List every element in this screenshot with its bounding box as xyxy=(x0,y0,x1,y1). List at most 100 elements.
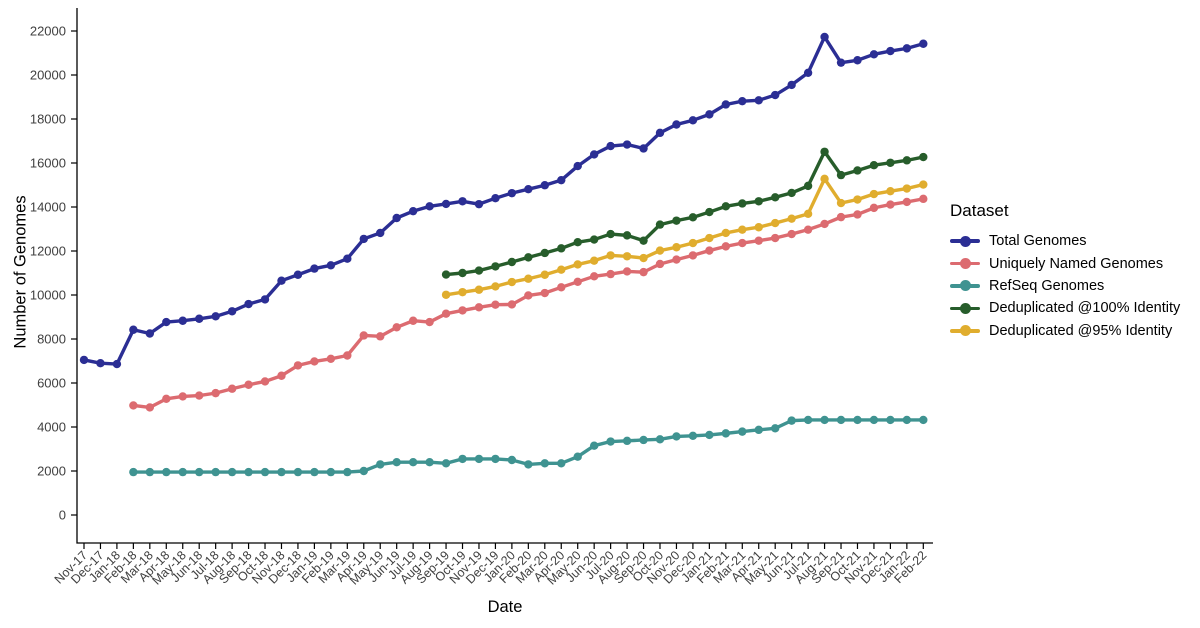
data-point xyxy=(474,454,484,464)
data-point xyxy=(145,467,155,477)
data-point xyxy=(589,150,599,159)
data-point xyxy=(557,459,566,468)
data-point xyxy=(244,467,253,477)
data-point xyxy=(688,213,698,222)
data-point xyxy=(820,174,829,184)
data-point xyxy=(639,267,648,277)
data-point xyxy=(211,388,220,398)
data-point xyxy=(672,216,681,225)
data-point xyxy=(655,128,665,138)
data-point xyxy=(606,437,615,446)
data-point xyxy=(227,467,237,477)
data-point xyxy=(260,377,270,386)
data-point xyxy=(869,203,879,213)
data-point xyxy=(589,256,599,265)
data-point xyxy=(705,233,714,243)
data-point xyxy=(392,323,401,332)
series-deduplicated-100-identity xyxy=(441,147,928,279)
data-point xyxy=(524,253,533,262)
x-axis: Nov-17Dec-17Jan-18Feb-18Mar-18Apr-18May-… xyxy=(52,543,929,588)
data-point xyxy=(820,415,829,425)
axis-lines xyxy=(76,8,933,544)
legend-item-uniquely-named-genomes: Uniquely Named Genomes xyxy=(950,252,1180,274)
data-point xyxy=(491,454,500,464)
data-point xyxy=(754,425,763,435)
legend-item-total-genomes: Total Genomes xyxy=(950,230,1180,252)
data-point xyxy=(836,58,846,67)
data-point xyxy=(886,200,895,209)
data-point xyxy=(343,254,352,263)
data-point xyxy=(408,316,418,325)
data-point xyxy=(524,274,533,283)
data-point xyxy=(507,455,517,465)
data-point xyxy=(392,213,401,223)
data-point xyxy=(853,166,862,175)
data-point xyxy=(853,195,862,204)
data-point xyxy=(672,120,681,129)
data-point xyxy=(655,259,665,269)
data-point xyxy=(721,228,731,238)
data-point xyxy=(408,206,418,216)
data-point xyxy=(162,394,171,404)
data-point xyxy=(441,459,451,468)
data-point xyxy=(886,186,895,196)
data-point xyxy=(721,242,731,251)
data-point xyxy=(524,291,533,300)
legend-key-dot xyxy=(959,280,971,292)
data-point xyxy=(162,317,171,327)
data-point xyxy=(853,415,862,425)
data-point xyxy=(787,80,796,90)
data-point xyxy=(606,269,615,279)
data-point xyxy=(227,384,237,393)
data-point xyxy=(688,238,698,248)
data-point xyxy=(408,458,418,467)
data-point xyxy=(902,415,912,425)
data-point xyxy=(557,175,566,185)
data-point xyxy=(869,161,879,170)
data-point xyxy=(836,415,846,425)
y-axis: 0 2000 4000 6000 8000 10000 12000 14000 16000 180… xyxy=(30,24,77,523)
data-point xyxy=(211,467,220,477)
data-point xyxy=(688,116,698,125)
data-point xyxy=(376,228,385,238)
data-point xyxy=(359,234,368,244)
data-point xyxy=(705,246,714,255)
legend-key-dot xyxy=(959,325,971,337)
data-point xyxy=(474,199,484,209)
data-point xyxy=(787,229,796,239)
data-point xyxy=(491,282,500,291)
legend-item-label: Deduplicated @95% Identity xyxy=(989,322,1173,339)
data-point xyxy=(392,458,401,467)
y-tick-label: 8000 xyxy=(37,332,66,347)
data-point xyxy=(902,184,912,193)
data-point xyxy=(919,415,928,425)
legend-item-label: Uniquely Named Genomes xyxy=(989,255,1164,272)
legend-item-refseq-genomes: RefSeq Genomes xyxy=(950,275,1180,297)
series-line xyxy=(444,177,926,297)
y-tick-label: 14000 xyxy=(30,200,66,215)
data-point xyxy=(458,268,467,278)
data-point xyxy=(639,236,648,245)
data-point xyxy=(507,257,517,267)
data-point xyxy=(803,209,813,219)
data-point xyxy=(738,427,747,436)
legend-key-dot xyxy=(959,302,971,314)
data-point xyxy=(589,272,599,281)
data-point xyxy=(705,207,714,217)
series-refseq-genomes xyxy=(129,415,928,477)
data-point xyxy=(655,246,665,255)
data-point xyxy=(194,467,204,477)
legend-key-icon xyxy=(950,235,980,247)
data-point xyxy=(738,96,747,106)
data-point xyxy=(639,253,648,263)
data-point xyxy=(277,467,286,477)
legend-item-label: RefSeq Genomes xyxy=(989,277,1105,294)
data-point xyxy=(573,452,582,461)
data-point xyxy=(770,193,780,202)
data-point xyxy=(902,197,912,207)
data-point xyxy=(557,244,566,253)
x-axis-title: Date xyxy=(487,598,523,616)
data-point xyxy=(441,270,451,279)
data-point xyxy=(672,255,681,264)
